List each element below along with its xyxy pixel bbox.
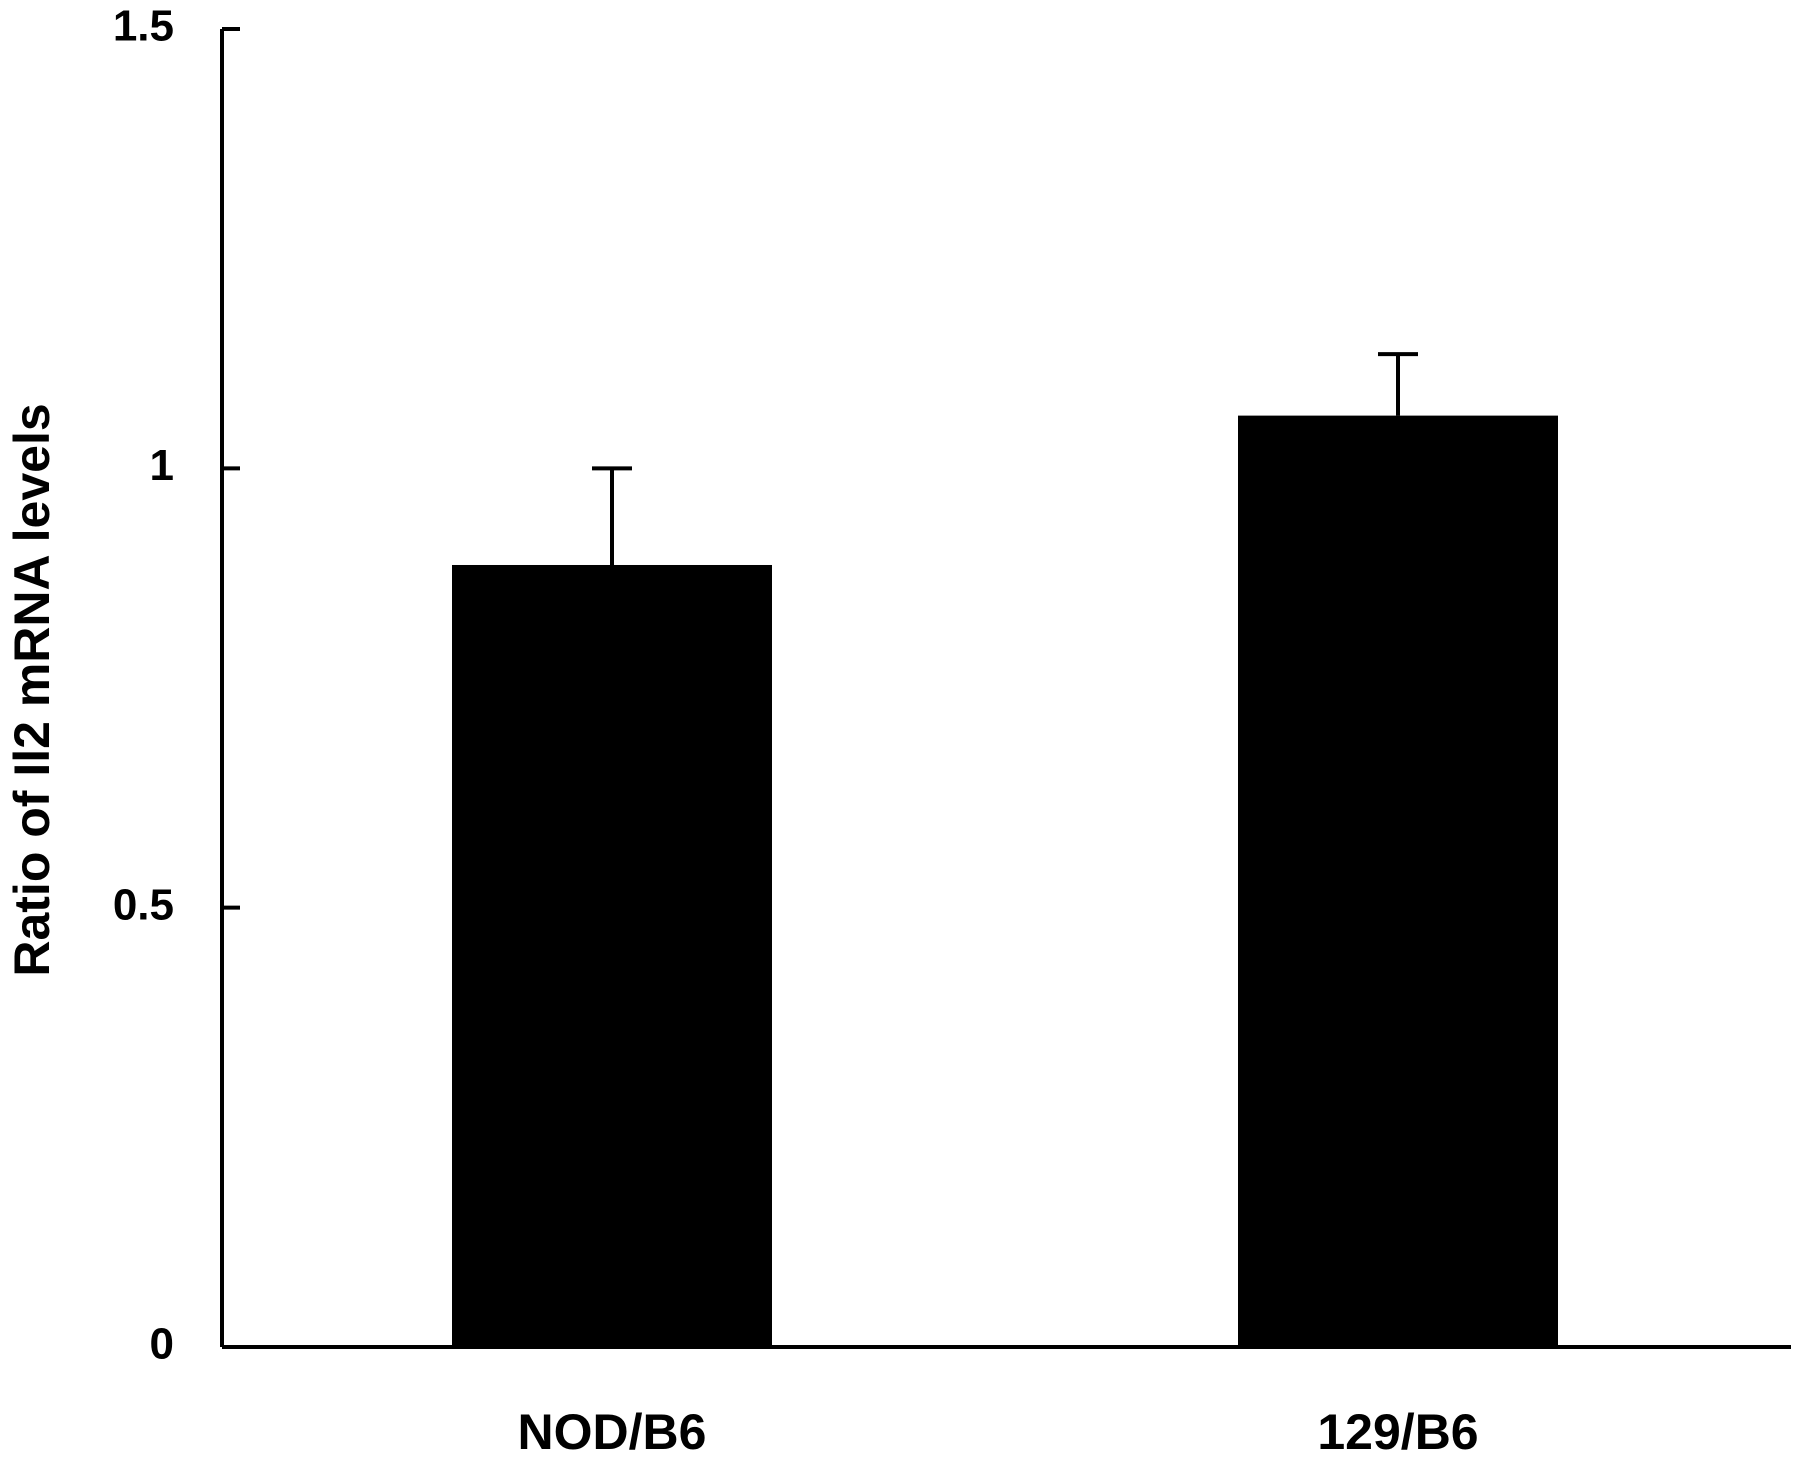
y-tick-label: 0	[150, 1320, 174, 1369]
y-tick-label: 0.5	[113, 880, 174, 929]
bar	[1238, 415, 1558, 1347]
x-tick-label: NOD/B6	[518, 1404, 707, 1460]
y-tick-label: 1.5	[113, 2, 174, 51]
y-tick-label: 1	[150, 441, 174, 490]
y-axis-label: Ratio of Il2 mRNA levels	[4, 403, 60, 976]
bar	[452, 564, 772, 1347]
x-tick-label: 129/B6	[1317, 1404, 1478, 1460]
